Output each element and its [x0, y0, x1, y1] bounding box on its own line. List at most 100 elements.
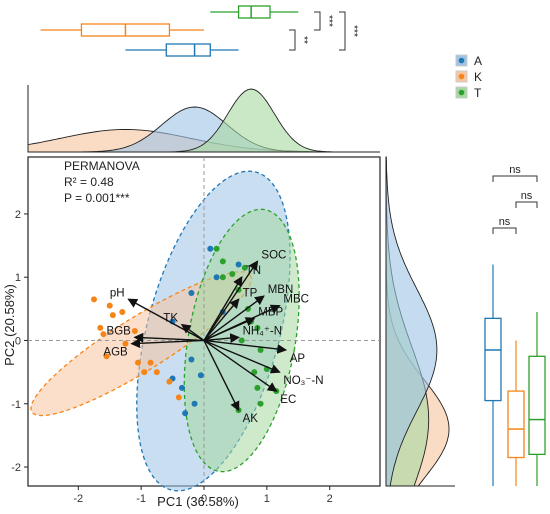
point-k — [103, 353, 110, 360]
point-k — [91, 296, 97, 303]
top-marginal-panel: ******** — [27, 5, 380, 153]
loading-label: AGB — [103, 347, 128, 359]
point-k — [109, 312, 116, 319]
point-k — [175, 394, 182, 401]
density-x-t — [28, 88, 380, 153]
y-tick-label: 0 — [15, 335, 21, 347]
y-axis-label: PC2 (20.58%) — [2, 284, 17, 366]
point-k — [166, 378, 173, 385]
point-a — [182, 410, 189, 417]
sig-bracket-y — [515, 201, 538, 208]
point-t — [219, 274, 226, 281]
loading-arrow — [203, 339, 288, 354]
loading-label: NO₃⁻-N — [283, 375, 323, 387]
sig-label-x: ** — [298, 36, 309, 44]
point-k — [131, 327, 138, 334]
legend-dot-k — [458, 73, 465, 80]
point-a — [179, 384, 185, 391]
point-t — [238, 337, 245, 344]
sig-label-y: ns — [521, 190, 533, 202]
y-tick-label: -1 — [11, 399, 21, 411]
point-t — [219, 258, 226, 265]
legend-dot-a — [458, 57, 465, 64]
point-a — [188, 290, 195, 297]
loading-label: MBN — [268, 284, 294, 296]
sig-label-y: ns — [509, 164, 521, 176]
legend: AKT — [455, 54, 482, 100]
loading-arrow — [203, 333, 240, 343]
x-tick-label: 1 — [264, 493, 270, 505]
point-k — [97, 324, 104, 331]
loading-label: AK — [243, 413, 259, 425]
legend-label-k: K — [474, 70, 482, 84]
box-y-a — [484, 317, 502, 402]
permanova-title: PERMANOVA — [64, 159, 140, 173]
sig-bracket-y — [492, 175, 538, 182]
box-x-t — [237, 5, 271, 19]
loading-arrow — [203, 298, 240, 341]
sig-bracket-x — [339, 11, 346, 51]
point-a — [191, 400, 198, 407]
point-a — [197, 372, 204, 379]
point-a — [235, 261, 242, 268]
right-marginal-panel: ns ns ns — [385, 156, 546, 487]
point-t — [229, 271, 236, 278]
point-t — [254, 324, 261, 331]
sig-bracket-x — [289, 29, 296, 51]
point-k — [135, 359, 141, 366]
sig-label-x: *** — [348, 25, 359, 37]
point-a — [188, 356, 195, 363]
loading-arrow — [203, 295, 265, 342]
loading-label: NH₄⁺-N — [243, 325, 283, 337]
x-axis-label: PC1 (36.58%) — [157, 494, 239, 509]
sig-label-y: ns — [499, 216, 511, 228]
box-y-t — [528, 355, 546, 456]
point-t — [241, 264, 248, 271]
point-k — [141, 369, 148, 376]
point-k — [106, 302, 113, 309]
point-t — [257, 346, 264, 353]
loading-label: BGB — [107, 325, 132, 337]
x-tick-label: -2 — [73, 493, 83, 505]
x-tick-label: 0 — [201, 493, 207, 505]
point-k — [100, 331, 107, 338]
loading-label: AP — [290, 353, 306, 365]
loading-label: TN — [246, 265, 261, 277]
loading-arrow — [203, 339, 278, 392]
y-tick-label: -2 — [11, 462, 21, 474]
point-k — [122, 340, 129, 347]
loading-arrow — [203, 339, 281, 374]
legend-label-t: T — [474, 86, 482, 100]
point-t — [251, 369, 258, 376]
loading-arrow — [203, 317, 256, 342]
legend-label-a: A — [474, 54, 482, 68]
loading-arrow — [130, 338, 205, 349]
sig-bracket-y — [492, 227, 517, 234]
point-t — [254, 384, 261, 391]
loading-label: TP — [243, 287, 258, 299]
point-t — [213, 245, 220, 252]
loading-arrow — [127, 298, 205, 342]
loading-arrow — [203, 276, 243, 341]
loading-label: TK — [163, 313, 178, 325]
legend-dot-t — [458, 89, 465, 96]
point-k — [153, 369, 160, 376]
box-y-k — [507, 390, 525, 459]
point-k — [119, 309, 126, 316]
loading-label: SOC — [261, 249, 286, 261]
sig-label-x: *** — [323, 15, 334, 27]
y-tick-label: 2 — [15, 209, 21, 221]
x-tick-label: 2 — [327, 493, 333, 505]
box-x-a — [165, 43, 211, 57]
loading-label: MBC — [283, 294, 309, 306]
sig-bracket-x — [314, 11, 321, 31]
x-tick-label: -1 — [136, 493, 146, 505]
loading-arrow — [203, 340, 240, 412]
y-tick-label: 1 — [15, 272, 21, 284]
loading-label: EC — [280, 394, 296, 406]
loading-label: pH — [110, 287, 125, 299]
loading-arrow — [133, 332, 205, 343]
point-a — [213, 274, 220, 281]
